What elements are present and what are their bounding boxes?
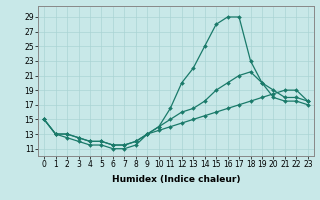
X-axis label: Humidex (Indice chaleur): Humidex (Indice chaleur) [112, 175, 240, 184]
